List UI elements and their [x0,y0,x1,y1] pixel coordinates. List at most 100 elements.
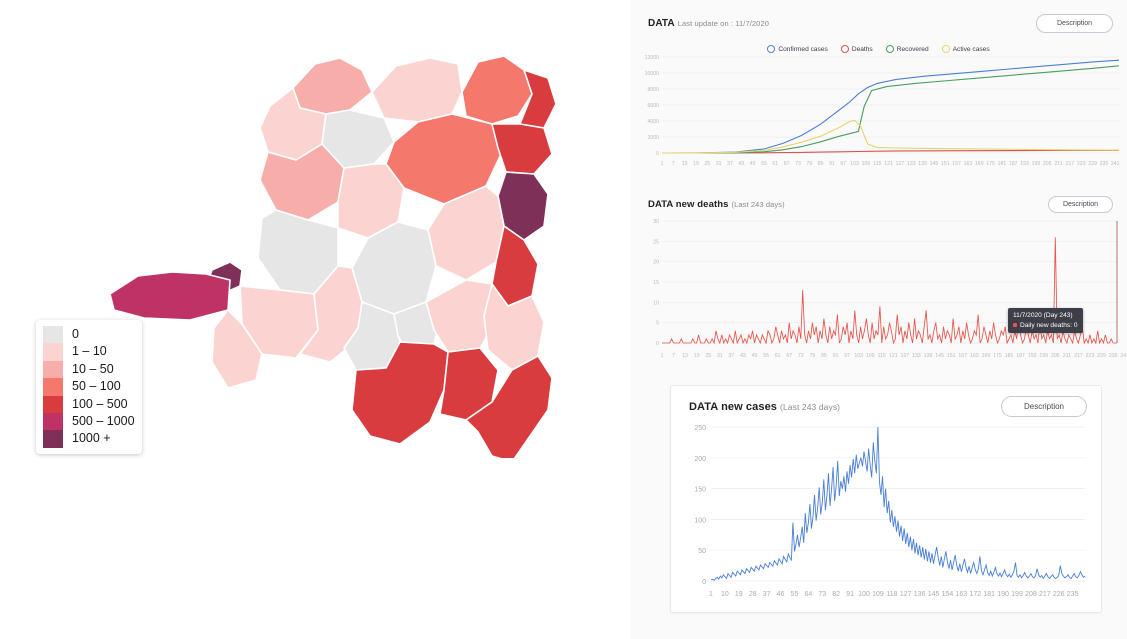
svg-text:97: 97 [844,353,850,359]
svg-text:109: 109 [866,353,875,359]
legend-swatch-1 [43,343,63,361]
svg-text:145: 145 [928,591,940,598]
panel1-description-button[interactable]: Description [1035,14,1113,33]
legend-item-recovered[interactable]: Recovered [885,45,929,53]
svg-text:154: 154 [942,591,954,598]
new-deaths-chart[interactable]: 0 5 10 15 20 25 30 1 7 13 19 25 31 37 43 49 55 61 67 73 79 85… [630,213,1127,361]
svg-text:43: 43 [738,161,744,167]
svg-text:85: 85 [821,353,827,359]
svg-text:5: 5 [656,321,659,327]
region-nord-ubangi[interactable] [292,57,373,115]
svg-text:145: 145 [930,161,939,167]
svg-text:115: 115 [878,353,886,359]
cumulative-chart[interactable]: 0 2000 4000 6000 8000 10000 12000 1 7 13 19 25 31 37 4… [630,53,1127,169]
legend-label-3: 50 – 100 [72,379,121,394]
svg-text:20: 20 [653,260,659,266]
svg-text:199: 199 [1039,353,1048,359]
svg-text:28: 28 [749,591,757,598]
panel2-description-button[interactable]: Description [1047,196,1113,213]
region-ituri[interactable] [491,123,553,175]
region-haut-katanga[interactable] [465,355,553,458]
svg-text:85: 85 [818,161,824,167]
svg-text:31: 31 [717,353,723,359]
svg-text:157: 157 [958,353,967,359]
legend-label-recovered: Recovered [896,45,929,53]
svg-text:226: 226 [1053,591,1065,598]
legend-label-deaths: Deaths [851,45,873,53]
svg-text:73: 73 [818,591,826,598]
legend-item-confirmed[interactable]: Confirmed cases [767,45,828,53]
svg-text:127: 127 [901,353,910,359]
panel3-description-button[interactable]: Description [1000,396,1087,417]
svg-text:10000: 10000 [645,71,660,77]
map-svg[interactable] [100,18,600,458]
svg-text:13: 13 [682,353,688,359]
panel1-title-text: DATA [648,18,675,29]
svg-text:7: 7 [672,161,675,167]
choropleth-map[interactable] [100,18,600,458]
svg-text:1: 1 [661,353,664,359]
map-pane: 0 1 – 10 10 – 50 50 – 100 100 – 500 500 … [36,18,600,458]
svg-text:133: 133 [907,161,916,167]
svg-text:103: 103 [850,161,859,167]
svg-text:187: 187 [1016,353,1025,359]
svg-text:100: 100 [694,517,706,524]
legend-labels: 0 1 – 10 10 – 50 50 – 100 100 – 500 500 … [72,326,135,448]
svg-text:61: 61 [772,161,778,167]
svg-text:0: 0 [656,341,659,347]
svg-text:223: 223 [1086,353,1095,359]
map-legend: 0 1 – 10 10 – 50 50 – 100 100 – 500 500 … [36,320,142,454]
legend-swatch-0 [43,326,63,344]
region-equateur[interactable] [259,143,345,221]
svg-text:49: 49 [752,353,758,359]
confirmed-marker-icon [767,45,776,53]
svg-text:187: 187 [1009,161,1018,167]
svg-text:163: 163 [964,161,973,167]
svg-text:181: 181 [998,161,1007,167]
svg-text:205: 205 [1043,161,1052,167]
tooltip-value-row: Daily new deaths: 0 [1013,321,1078,331]
panel1-series-legend: Confirmed cases Deaths Recovered Active … [630,45,1127,53]
svg-text:43: 43 [740,353,746,359]
legend-swatch-4 [43,395,63,413]
svg-text:19: 19 [694,353,700,359]
svg-text:8000: 8000 [647,87,659,93]
region-bas-uele[interactable] [371,57,463,123]
svg-text:1: 1 [661,161,664,167]
region-haut-uele[interactable] [461,55,533,125]
chart-tooltip: 11/7/2020 (Day 243) Daily new deaths: 0 [1008,308,1083,334]
svg-text:25: 25 [705,353,711,359]
svg-text:163: 163 [956,591,968,598]
svg-text:67: 67 [786,353,792,359]
legend-label-5: 500 – 1000 [72,413,135,428]
region-kongo-central[interactable] [109,271,231,321]
svg-text:205: 205 [1051,353,1060,359]
svg-text:19: 19 [735,591,743,598]
legend-label-confirmed: Confirmed cases [778,45,828,53]
legend-item-deaths[interactable]: Deaths [840,45,873,53]
svg-text:91: 91 [833,353,839,359]
svg-text:250: 250 [694,425,706,432]
legend-swatch-6 [43,430,63,448]
svg-text:199: 199 [1032,161,1041,167]
svg-text:181: 181 [1005,353,1014,359]
panel3-subtitle: (Last 243 days) [780,401,841,412]
svg-text:30: 30 [653,219,659,225]
svg-text:175: 175 [986,161,995,167]
svg-text:61: 61 [775,353,781,359]
svg-text:121: 121 [884,161,893,167]
svg-text:151: 151 [941,161,950,167]
svg-text:31: 31 [716,161,722,167]
region-kwango[interactable] [211,309,263,389]
svg-text:25: 25 [653,239,659,245]
legend-item-active[interactable]: Active cases [941,45,990,53]
svg-text:127: 127 [896,161,905,167]
svg-text:0: 0 [656,151,659,157]
svg-text:10: 10 [653,300,659,306]
legend-swatch-3 [43,378,63,396]
svg-text:217: 217 [1039,591,1051,598]
legend-swatch-2 [43,360,63,379]
svg-text:169: 169 [982,353,991,359]
svg-text:13: 13 [682,161,688,167]
